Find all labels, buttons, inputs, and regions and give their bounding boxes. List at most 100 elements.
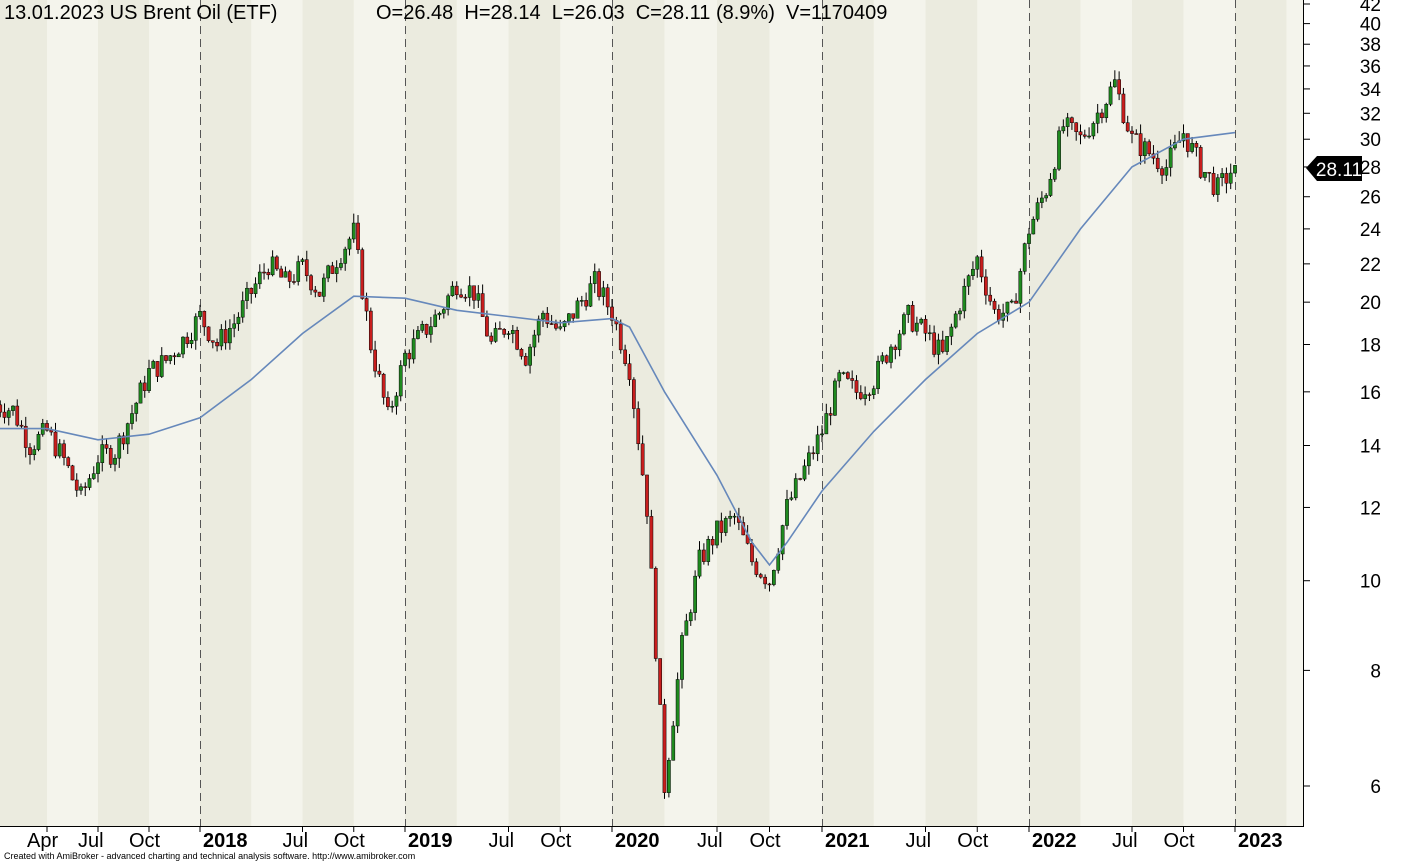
candle [966,274,971,295]
candle [467,276,472,307]
x-tick-label: 2022 [1032,830,1077,852]
candle [450,281,455,297]
candle [117,433,122,468]
candle [910,301,915,333]
candle [923,315,928,342]
candle [181,336,185,359]
candle [889,344,893,369]
candle [627,353,632,386]
quarter-band [1132,0,1184,826]
candle [121,432,126,450]
candle [1130,126,1134,144]
candle [958,307,962,321]
candle [1207,171,1212,183]
candle [223,320,228,350]
candle [719,512,724,543]
candle [876,355,880,394]
candle [610,299,614,327]
candle [0,400,3,418]
candle [240,291,245,323]
candle [53,422,58,459]
candle [541,310,545,328]
y-tick-label: 14 [1360,436,1382,457]
candle [373,340,377,378]
candle [640,435,645,476]
candle [23,416,28,458]
candle [1040,191,1044,209]
candle [113,454,117,472]
candle [1100,108,1104,124]
y-tick-label: 16 [1360,383,1381,404]
candle [601,280,606,306]
candle [632,377,636,419]
candle [198,304,202,320]
candle [498,321,502,330]
y-tick-label: 18 [1360,336,1381,357]
candle [1181,124,1186,148]
candle [476,285,481,308]
candle [360,247,365,300]
quarter-band [925,0,978,826]
candle [767,582,772,592]
x-tick-label: Oct [957,830,989,852]
candle [502,328,507,338]
candle [688,609,693,626]
candle [863,386,867,406]
x-tick-label: Jul [78,830,104,852]
candle [846,371,850,380]
y-tick-label: 28 [1360,158,1381,179]
candle [549,314,554,325]
candle [971,261,975,280]
candle [824,403,829,435]
candle [489,332,494,345]
x-axis: Apr Jul Oct 2018 Jul Oct 2019 Jul Oct 2020 Jul Oct 2… [27,826,1283,852]
candle [732,513,737,525]
candle [1190,136,1194,154]
ohlc-readout: O=26.48 H=28.14 L=26.03 C=28.11 (8.9%) V… [376,2,887,25]
candle [309,274,313,295]
quarter-band [717,0,770,826]
candle [854,375,859,400]
candle [377,364,382,377]
candle [1022,242,1027,275]
candle [176,352,181,358]
x-tick-label: Oct [1164,830,1196,852]
candle [210,340,215,349]
candle [356,215,360,254]
last-price-label: 28.11 [1316,160,1362,181]
candle [1198,145,1203,179]
candle [66,456,71,469]
y-tick-label: 38 [1360,35,1381,56]
candle [575,297,580,319]
candle [70,464,75,481]
candle [45,420,49,432]
candle [304,250,309,282]
candle [1117,71,1121,101]
candle [317,291,322,297]
candle [1087,127,1091,139]
candle [1203,171,1207,181]
y-tick-label: 8 [1370,661,1381,682]
candle [715,520,719,549]
candle [437,311,442,320]
header-low: L=26.03 [551,2,625,24]
candle [915,316,919,336]
candle [15,399,20,427]
candle [159,347,164,379]
x-tick-label: Jul [906,830,932,852]
candle [697,541,702,579]
x-tick-label: 2020 [615,830,660,852]
candle [1211,166,1216,197]
candle [446,293,450,316]
candle [2,403,7,424]
candle [949,323,954,346]
candle [300,257,305,266]
candle [793,473,798,501]
header-open: O=26.48 [376,2,454,24]
candle [1052,167,1057,182]
candle [407,349,412,369]
candle [653,566,658,662]
candle [815,425,820,462]
